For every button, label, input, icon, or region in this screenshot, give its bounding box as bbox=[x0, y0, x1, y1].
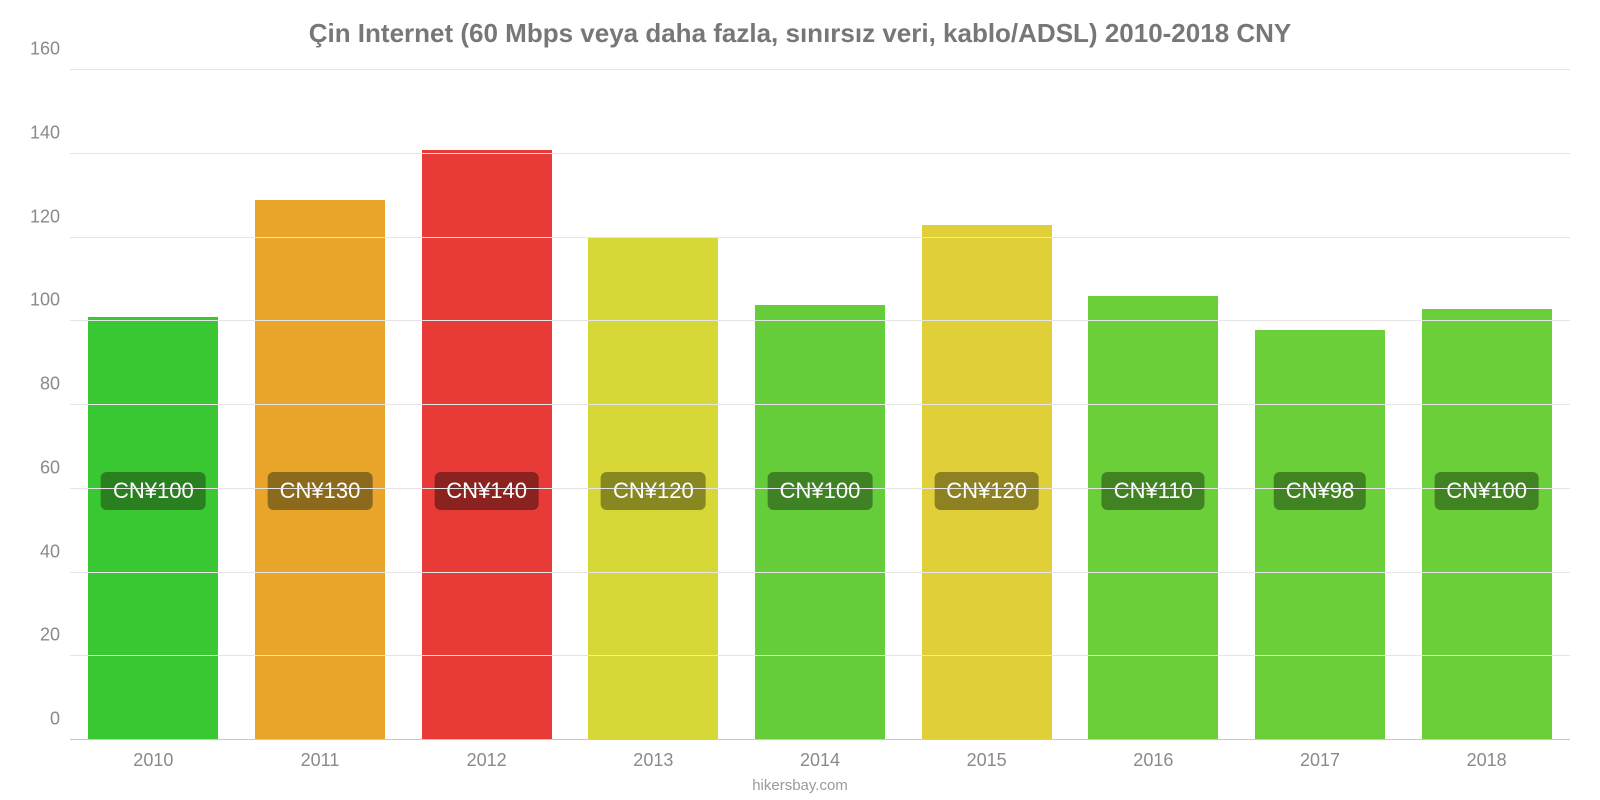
bar-value-badge: CN¥130 bbox=[268, 472, 373, 510]
bar-chart: Çin Internet (60 Mbps veya daha fazla, s… bbox=[0, 0, 1600, 800]
x-tick-label: 2016 bbox=[1133, 740, 1173, 771]
bar bbox=[255, 200, 385, 740]
bar-slot: CN¥1002010 bbox=[70, 70, 237, 740]
bar-value-badge: CN¥120 bbox=[601, 472, 706, 510]
x-tick-label: 2012 bbox=[467, 740, 507, 771]
grid-line bbox=[70, 572, 1570, 573]
x-tick-label: 2017 bbox=[1300, 740, 1340, 771]
grid-line bbox=[70, 488, 1570, 489]
y-tick-label: 100 bbox=[30, 290, 70, 311]
y-tick-label: 40 bbox=[40, 541, 70, 562]
bar-value-badge: CN¥120 bbox=[934, 472, 1039, 510]
x-tick-label: 2014 bbox=[800, 740, 840, 771]
bar-slot: CN¥1102016 bbox=[1070, 70, 1237, 740]
grid-line bbox=[70, 237, 1570, 238]
bar-slot: CN¥982017 bbox=[1237, 70, 1404, 740]
bar-slot: CN¥1002014 bbox=[737, 70, 904, 740]
bar-value-badge: CN¥100 bbox=[101, 472, 206, 510]
bar-value-badge: CN¥100 bbox=[1434, 472, 1539, 510]
bar bbox=[755, 305, 885, 741]
y-tick-label: 120 bbox=[30, 206, 70, 227]
chart-title: Çin Internet (60 Mbps veya daha fazla, s… bbox=[0, 18, 1600, 49]
x-tick-label: 2018 bbox=[1467, 740, 1507, 771]
bar bbox=[1088, 296, 1218, 740]
bar-slot: CN¥1402012 bbox=[403, 70, 570, 740]
bar-value-badge: CN¥100 bbox=[768, 472, 873, 510]
grid-line bbox=[70, 404, 1570, 405]
bar-slot: CN¥1202013 bbox=[570, 70, 737, 740]
bar-slot: CN¥1202015 bbox=[903, 70, 1070, 740]
bar-value-badge: CN¥140 bbox=[434, 472, 539, 510]
x-tick-label: 2010 bbox=[133, 740, 173, 771]
bar-slot: CN¥1002018 bbox=[1403, 70, 1570, 740]
y-tick-label: 20 bbox=[40, 625, 70, 646]
y-tick-label: 160 bbox=[30, 39, 70, 60]
bar bbox=[422, 150, 552, 740]
bar bbox=[1255, 330, 1385, 740]
grid-line bbox=[70, 153, 1570, 154]
x-tick-label: 2015 bbox=[967, 740, 1007, 771]
bar-slot: CN¥1302011 bbox=[237, 70, 404, 740]
plot-area: CN¥1002010CN¥1302011CN¥1402012CN¥1202013… bbox=[70, 70, 1570, 740]
grid-line bbox=[70, 320, 1570, 321]
source-text: hikersbay.com bbox=[0, 777, 1600, 794]
x-tick-label: 2011 bbox=[301, 740, 340, 771]
bar-value-badge: CN¥110 bbox=[1102, 472, 1205, 510]
bar bbox=[1422, 309, 1552, 740]
grid-line bbox=[70, 655, 1570, 656]
bar-value-badge: CN¥98 bbox=[1274, 472, 1366, 510]
y-tick-label: 0 bbox=[50, 709, 70, 730]
bar bbox=[88, 317, 218, 740]
y-tick-label: 140 bbox=[30, 122, 70, 143]
bars-container: CN¥1002010CN¥1302011CN¥1402012CN¥1202013… bbox=[70, 70, 1570, 740]
y-tick-label: 80 bbox=[40, 374, 70, 395]
x-axis-line bbox=[70, 739, 1570, 740]
x-tick-label: 2013 bbox=[633, 740, 673, 771]
grid-line bbox=[70, 69, 1570, 70]
y-tick-label: 60 bbox=[40, 457, 70, 478]
